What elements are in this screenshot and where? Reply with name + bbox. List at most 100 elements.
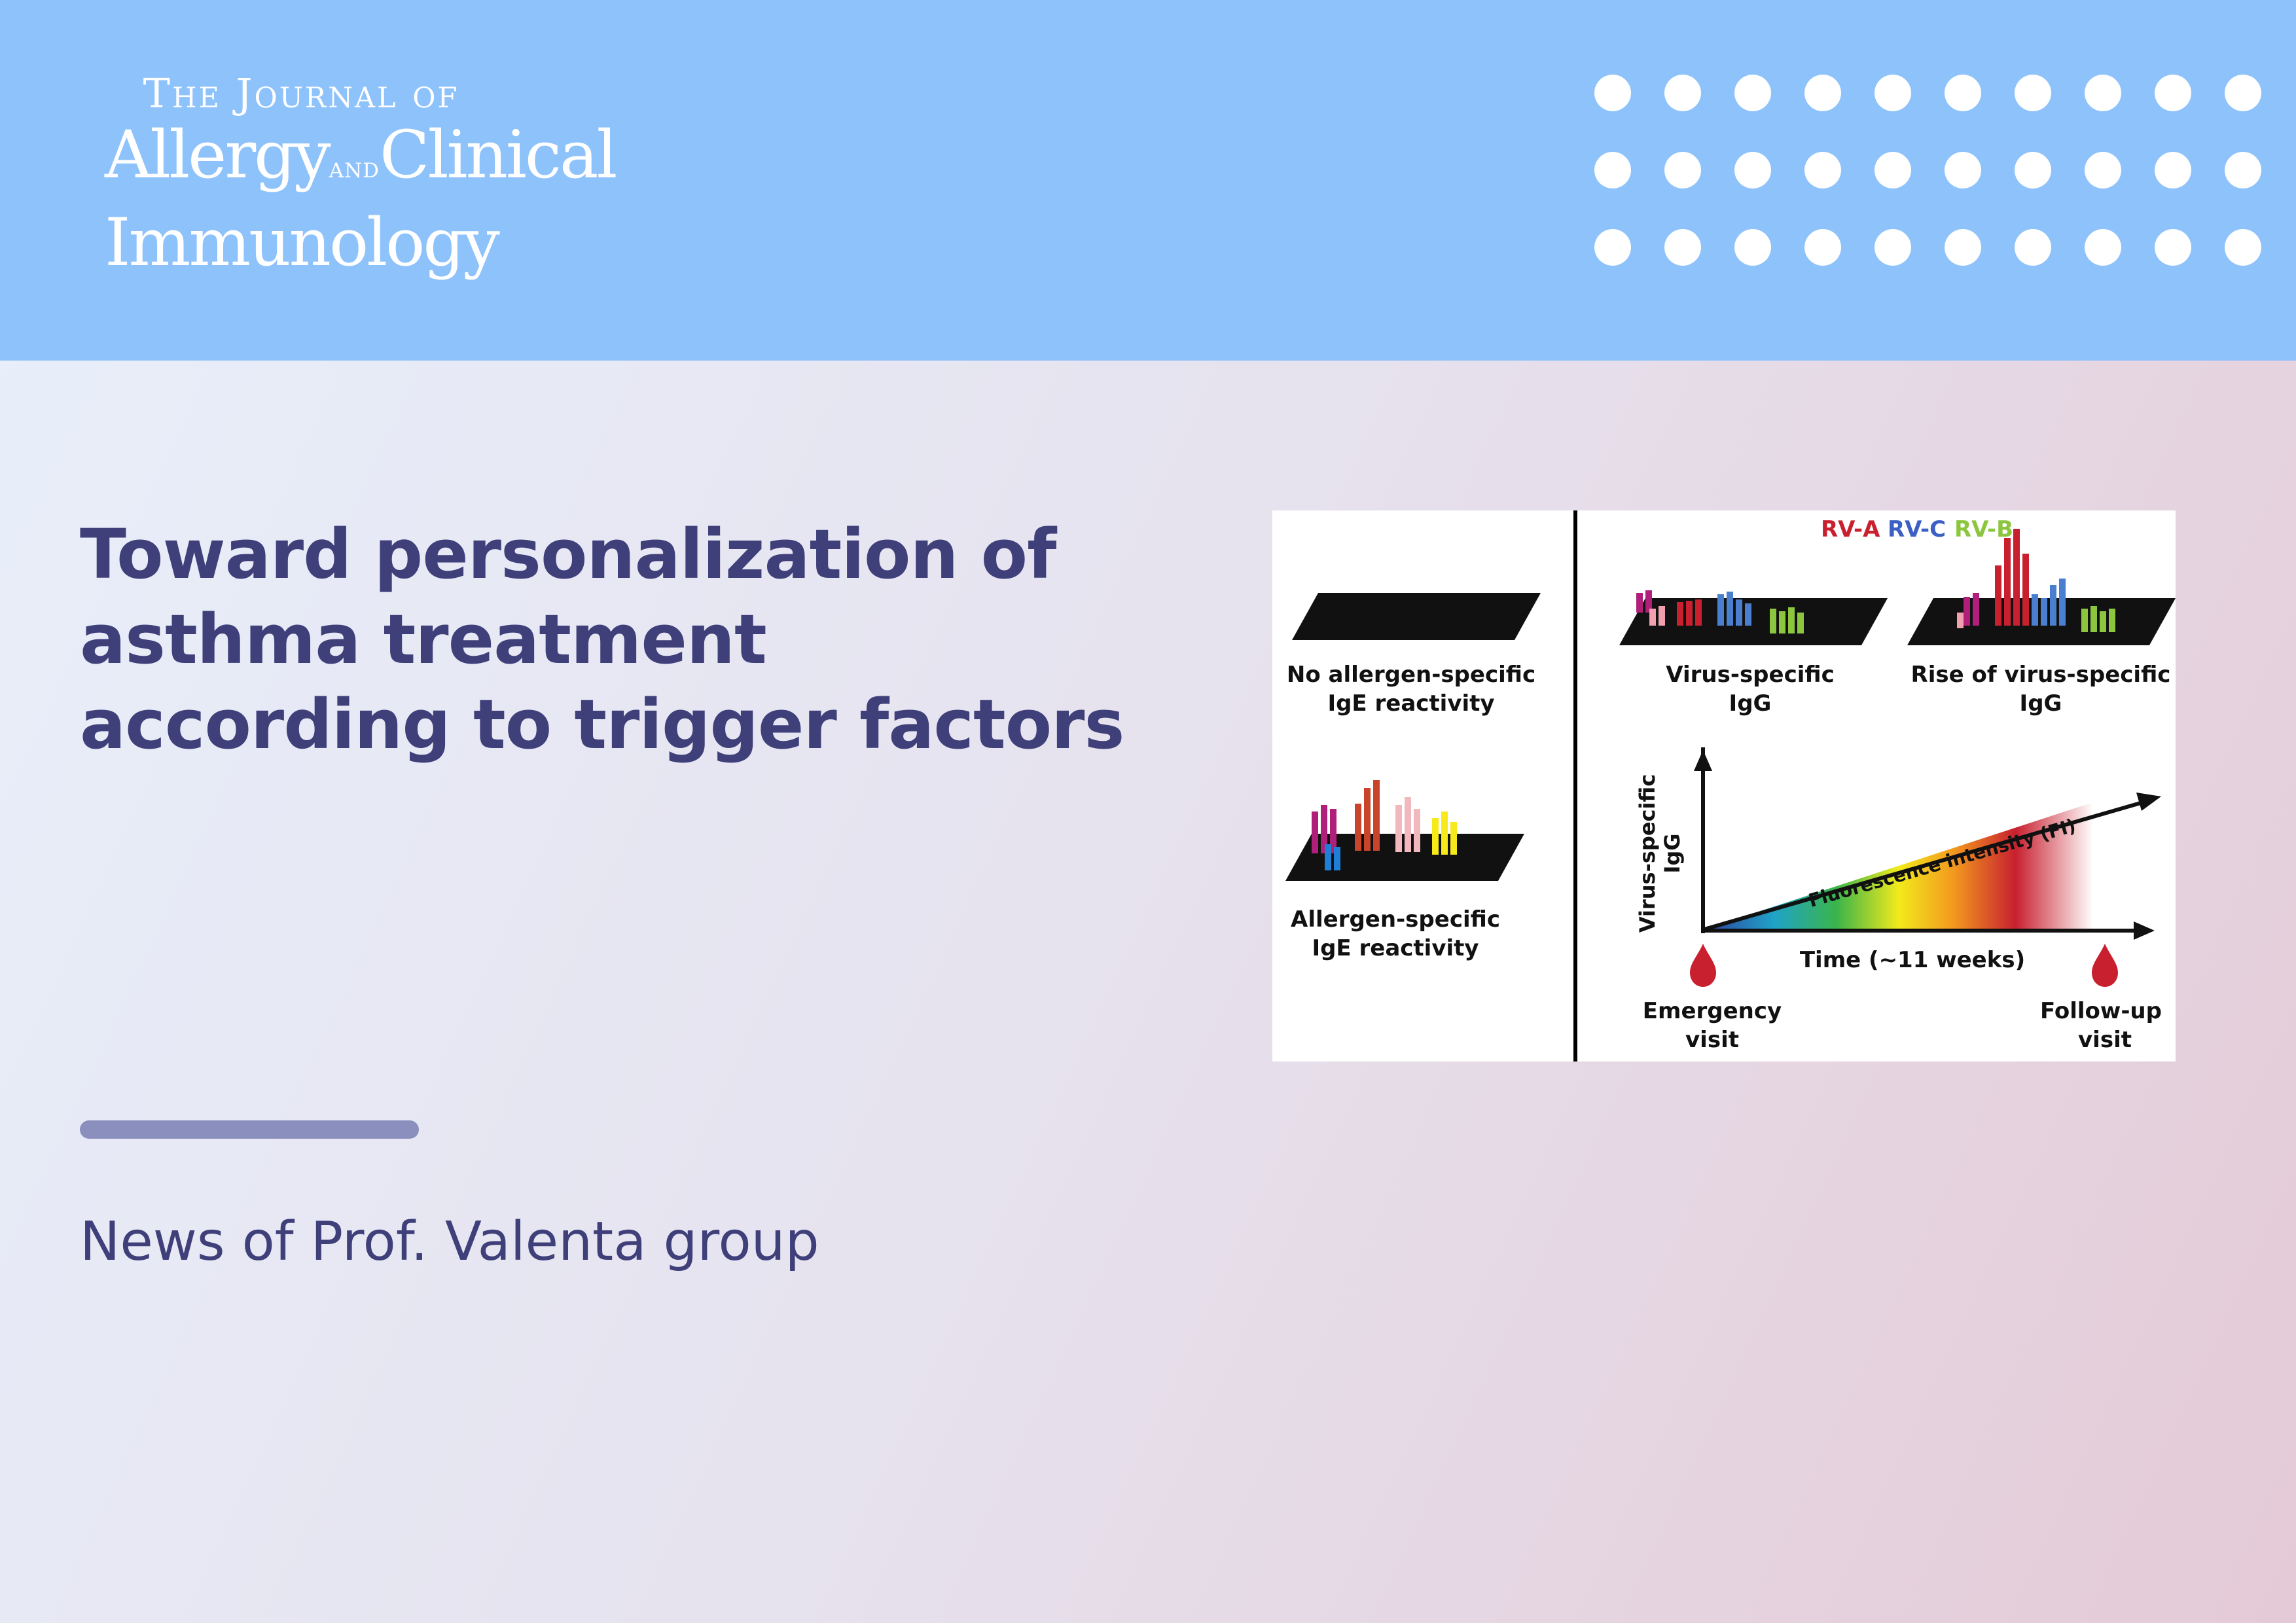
header-dot <box>1804 152 1841 188</box>
header-dot <box>2015 75 2051 111</box>
label-allergen-ige-1: Allergen-specific <box>1291 906 1500 933</box>
title-line-1: Toward personalization of <box>80 514 1056 594</box>
accent-divider <box>80 1120 419 1139</box>
virus-bars-2 <box>1957 529 2115 632</box>
header-banner: The Journal of AllergyandClinical Immuno… <box>0 0 2296 361</box>
virus-bar <box>2022 554 2029 626</box>
label-followup-2: visit <box>2078 1027 2132 1053</box>
label-virus-igg-2: IgG <box>1729 690 1772 717</box>
header-dot <box>1734 229 1771 266</box>
header-dot <box>1945 152 1981 188</box>
virus-bar <box>1649 609 1656 626</box>
legend-rv-c: RV-C <box>1888 516 1946 543</box>
allergen-bar <box>1414 809 1420 852</box>
allergen-bar <box>1432 818 1439 855</box>
label-emergency-1: Emergency <box>1643 998 1782 1024</box>
virus-bar <box>1659 606 1665 626</box>
blood-drop-icon <box>1690 944 1716 987</box>
virus-bars-1 <box>1636 590 1804 633</box>
label-virus-igg-1: Virus-specific <box>1666 662 1835 688</box>
header-dot <box>1664 152 1701 188</box>
slope-arrow <box>2136 793 2161 811</box>
allergen-bar <box>1373 780 1380 851</box>
allergen-bar <box>1450 822 1457 855</box>
title-line-2: asthma treatment <box>80 599 767 679</box>
virus-bar <box>1677 602 1683 626</box>
logo-line1: The Journal of <box>143 69 459 117</box>
virus-bar <box>2013 529 2020 626</box>
virus-bar <box>1736 599 1742 626</box>
logo-and: and <box>329 151 380 185</box>
allergen-bar <box>1321 805 1327 853</box>
virus-bar <box>1636 593 1643 613</box>
header-dot <box>2155 152 2191 188</box>
label-no-ige-1: No allergen-specific <box>1287 662 1535 688</box>
virus-bar <box>2090 606 2097 632</box>
header-dot <box>2225 152 2261 188</box>
virus-bar <box>1973 593 1979 626</box>
header-dot <box>1945 75 1981 111</box>
label-followup-1: Follow-up <box>2040 998 2162 1024</box>
allergen-bar <box>1405 797 1411 852</box>
header-dot <box>1664 75 1701 111</box>
fluorescence-wedge <box>1704 802 2093 929</box>
virus-bar <box>1717 594 1724 626</box>
header-dot <box>1874 229 1911 266</box>
allergen-bar <box>1395 805 1402 852</box>
logo-allergy: Allergy <box>105 116 331 193</box>
allergen-bar <box>1334 847 1340 870</box>
virus-bar <box>2032 594 2038 626</box>
virus-bar <box>1745 603 1751 626</box>
virus-bar <box>1797 613 1804 633</box>
header-dot <box>1945 229 1981 266</box>
virus-bar <box>1686 601 1693 626</box>
virus-bar <box>1779 611 1785 633</box>
header-dot <box>2225 229 2261 266</box>
header-dot <box>2155 75 2191 111</box>
virus-bar <box>2050 585 2056 626</box>
legend-rv-b: RV-B <box>1954 516 2013 543</box>
header-dot <box>2015 152 2051 188</box>
virus-bar <box>2100 611 2106 632</box>
label-rise-igg-2: IgG <box>2020 690 2062 717</box>
header-dot <box>1804 75 1841 111</box>
allergen-bar <box>1355 804 1361 851</box>
header-dot <box>2225 75 2261 111</box>
graphical-abstract-svg: RV-A RV-C RV-B No allergen-specific IgE … <box>1285 510 2176 1061</box>
virus-bar <box>1695 599 1702 626</box>
header-dot <box>2085 152 2121 188</box>
allergen-bar <box>1330 809 1336 853</box>
label-rise-igg-1: Rise of virus-specific <box>1911 662 2171 688</box>
header-dot <box>2015 229 2051 266</box>
allergen-bar <box>1364 788 1371 851</box>
label-allergen-ige-2: IgE reactivity <box>1312 935 1479 961</box>
y-axis-label-2: IgG <box>1660 833 1685 873</box>
header-dot <box>1594 75 1631 111</box>
blood-drop-icon <box>2092 944 2118 987</box>
header-dot <box>1594 152 1631 188</box>
logo-line2: AllergyandClinical <box>105 116 618 205</box>
virus-bar <box>2059 579 2066 626</box>
header-dot <box>2085 229 2121 266</box>
virus-bar <box>1727 592 1733 626</box>
page-title: Toward personalization of asthma treatme… <box>80 512 1193 767</box>
virus-bar <box>1957 613 1964 628</box>
virus-bar <box>2109 609 2115 632</box>
label-no-ige-2: IgE reactivity <box>1327 690 1494 717</box>
x-axis-label: Time (~11 weeks) <box>1800 947 2025 973</box>
allergen-bars <box>1312 780 1457 870</box>
header-dot <box>1874 75 1911 111</box>
chip-no-ige <box>1292 593 1541 640</box>
allergen-bar <box>1325 844 1331 870</box>
y-axis-arrow <box>1694 750 1712 771</box>
header-dot <box>1664 229 1701 266</box>
x-axis-arrow <box>2134 921 2155 940</box>
header-dot <box>1594 229 1631 266</box>
header-dot <box>1734 75 1771 111</box>
header-dot <box>2155 229 2191 266</box>
header-dot <box>2085 75 2121 111</box>
virus-bar <box>2081 609 2088 632</box>
virus-bar <box>2041 598 2047 626</box>
allergen-bar <box>1312 812 1318 853</box>
